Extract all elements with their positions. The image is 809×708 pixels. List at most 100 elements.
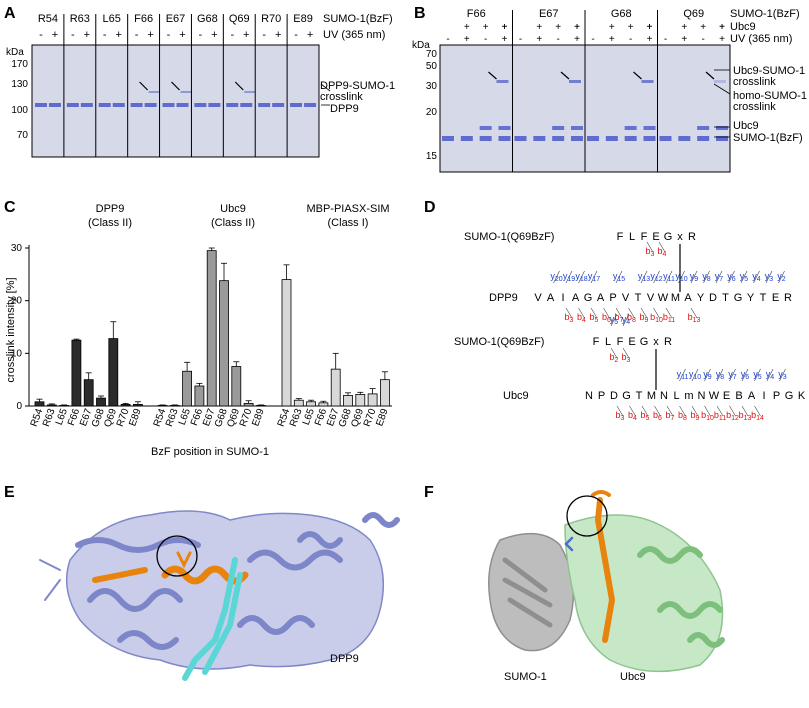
- chart-c-bar: [343, 395, 353, 407]
- ms-dpp9-y-ion: y5: [740, 271, 749, 283]
- ms-ubc9-y-ion: y6: [741, 369, 750, 381]
- ms-dpp9-b-ion: b8: [627, 312, 636, 324]
- chart-c-bar: [59, 405, 69, 407]
- ms-dpp9-y-ion: y11: [663, 271, 675, 283]
- ms-dpp9-b-ion-tick: [578, 307, 585, 319]
- ms-dpp9-residue: G: [584, 292, 593, 304]
- gel-a-marker: 70: [17, 130, 29, 141]
- gel-b-band: [460, 136, 473, 141]
- ms-dpp9-residue: A: [547, 292, 555, 304]
- ms-sumo-1-residue: F: [641, 231, 648, 243]
- gel-b-band: [552, 136, 565, 141]
- chart-c-y-ticks: 0 10 20 30: [11, 243, 29, 412]
- chart-c-bar: [219, 280, 229, 407]
- ms-dpp9-b-ion-tick: [665, 307, 673, 319]
- gel-a-band: [144, 103, 157, 107]
- gel-b-band: [605, 136, 618, 141]
- gel-b-sign: -: [591, 34, 594, 45]
- gel-b-sign: +: [574, 22, 580, 33]
- panel-b: B F66-+++-+++E67-+++-+++G68-+++-+++Q69-+…: [412, 5, 807, 173]
- ms-ubc9-b-ion-tick: [666, 405, 674, 417]
- ms-ubc9-y-ion: y4: [766, 369, 775, 381]
- ms-ubc9-b-ion-tick: [691, 405, 699, 417]
- ms-dpp9-y-ion: y10: [675, 271, 687, 283]
- gel-b-band: [716, 126, 728, 130]
- gel-b-band: [624, 126, 637, 130]
- gel-a-band: [66, 103, 79, 107]
- gel-b-sign: +: [536, 34, 542, 45]
- gel-b-arrow: [560, 71, 570, 80]
- ms-dpp9-b-ion: b6: [602, 312, 611, 324]
- gel-a-band-label-3: DPP9: [330, 103, 359, 115]
- gel-a-uv-sign: -: [103, 29, 107, 41]
- gel-b-sign: -: [484, 34, 487, 45]
- ms-dpp9-y-ion: y9: [690, 271, 699, 283]
- ms-dpp9-residue: T: [722, 292, 729, 304]
- gel-a-uv-sign: +: [116, 29, 122, 41]
- ms-dpp9-b-ion-tick: [653, 307, 660, 319]
- ms-dpp9-y-ion-tick: [753, 270, 760, 284]
- ms-sumo-2-residue: x: [653, 336, 659, 348]
- ms-sumo-2-residue: E: [628, 336, 635, 348]
- ms-sumo-2-y-ion-tick: [610, 313, 618, 327]
- gel-a-lane-label: L65: [103, 13, 121, 25]
- gel-b-row1-label: SUMO-1(BzF): [730, 8, 800, 20]
- gel-b-sign: +: [464, 22, 470, 33]
- ms-dpp9-y-ion: y6: [727, 271, 736, 283]
- ms-ubc9-y-ion-tick: [691, 368, 699, 382]
- ms-ubc9-label: Ubc9: [503, 390, 529, 402]
- gel-b-dividers: [512, 10, 658, 172]
- ms-ubc9-y-ion: y10: [689, 369, 701, 381]
- gel-a-lane-label: E89: [293, 13, 313, 25]
- ms-dpp9-residue: V: [622, 292, 630, 304]
- panel-d-letter: D: [424, 199, 436, 216]
- ms-dpp9-b-ion-tick: [690, 307, 698, 319]
- gel-a-uv-sign: -: [167, 29, 171, 41]
- ms-ubc9-y-ion-tick: [779, 368, 786, 382]
- sumo-ubc9-structure: [488, 490, 725, 673]
- dpp9-structure: [39, 510, 400, 681]
- gel-a-uv-sign: +: [52, 29, 58, 41]
- chart-c-x-label: BzF position in SUMO-1: [151, 446, 269, 458]
- chart-c-bar: [120, 404, 131, 407]
- gel-b-marker: 15: [426, 151, 438, 162]
- gel-b-sign: -: [629, 34, 632, 45]
- gel-a-arrow: [234, 81, 244, 91]
- gel-a-uv-sign: +: [275, 29, 281, 41]
- gel-b-band: [498, 136, 511, 141]
- gel-a-band: [176, 103, 189, 107]
- ms-dpp9-residue: A: [572, 292, 580, 304]
- ms-dpp9-residue: Y: [697, 292, 705, 304]
- ms-ubc9-b-ion-tick: [629, 405, 636, 417]
- panel-a: A R54- +R63- +L65- +F66- +E67- +G68- +Q69- +R70…: [4, 5, 395, 158]
- ms-dpp9-y-ion-tick: [565, 270, 573, 284]
- gel-a-band: [80, 103, 93, 107]
- ms-dpp9-residue: R: [784, 292, 792, 304]
- ms-ubc9-b-ion-tick: [616, 405, 624, 417]
- gel-b-arrow: [488, 71, 497, 80]
- ms-sumo-1-residue: E: [652, 231, 659, 243]
- dpp9-structure-label: DPP9: [330, 653, 359, 665]
- ms-dpp9-b-ion-tick: [628, 307, 635, 319]
- gel-b-band: [479, 136, 492, 141]
- ms-dpp9-y-ion: y19: [563, 271, 575, 283]
- gel-b-band: [624, 136, 637, 141]
- gel-b-sign: +: [574, 22, 580, 33]
- gel-a-band-label-1: DPP9-SUMO-1: [320, 80, 395, 92]
- gel-a-arrow: [139, 81, 149, 91]
- ms-ubc9-residue: D: [610, 390, 618, 402]
- gel-a-lane-label: R63: [70, 13, 90, 25]
- ms-sumo-2-y-ion: y4: [622, 314, 631, 326]
- gel-b-label-ubc9: Ubc9: [733, 120, 759, 132]
- gel-b-sign: +: [502, 22, 508, 33]
- ms-ubc9-y-ion: y11: [677, 369, 689, 381]
- chart-c-bar: [34, 401, 45, 407]
- gel-a-uv-sign: -: [230, 29, 234, 41]
- gel-a-band: [304, 103, 317, 107]
- gel-a-uv-sign: -: [262, 29, 266, 41]
- ms-ubc9-b-ion-tick: [679, 405, 686, 417]
- gel-b-sign: +: [464, 34, 470, 45]
- ms-dpp9-b-ion-tick: [640, 307, 648, 319]
- gel-b-kda: kDa: [412, 40, 430, 51]
- chart-c-bar: [206, 250, 217, 407]
